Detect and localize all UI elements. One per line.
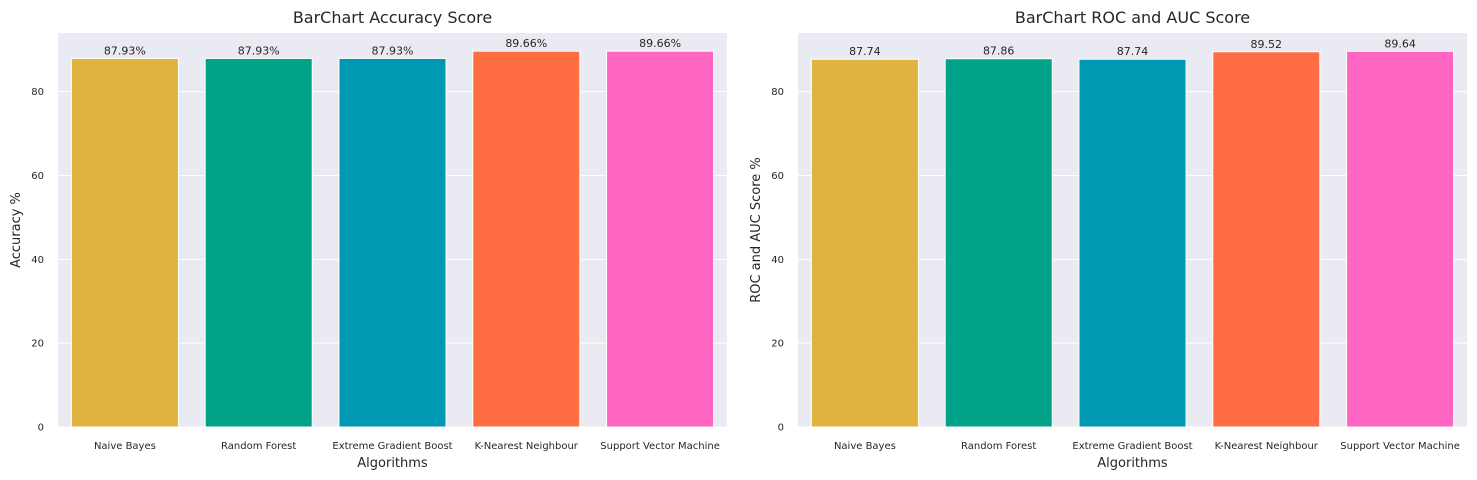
x-tick-label: Extreme Gradient Boost bbox=[1072, 441, 1192, 452]
y-axis-label: Accuracy % bbox=[9, 192, 24, 268]
y-tick-label: 40 bbox=[31, 255, 44, 266]
data-label: 89.66% bbox=[639, 37, 681, 50]
y-tick-label: 80 bbox=[771, 87, 784, 98]
bar-random-forest bbox=[204, 57, 313, 428]
y-tick-label: 40 bbox=[771, 255, 784, 266]
bar-naive-bayes bbox=[70, 57, 179, 428]
x-tick-label: K-Nearest Neighbour bbox=[1215, 441, 1319, 452]
y-tick-label: 60 bbox=[771, 171, 784, 182]
x-tick-label: Random Forest bbox=[221, 441, 296, 452]
x-tick-label: Support Vector Machine bbox=[600, 441, 720, 452]
data-label: 87.93% bbox=[238, 44, 280, 57]
data-label: 89.64 bbox=[1384, 37, 1416, 50]
data-label: 87.74 bbox=[1117, 45, 1149, 58]
data-label: 87.74 bbox=[849, 45, 881, 58]
bar-random-forest bbox=[944, 58, 1053, 428]
roc-auc-chart: 0 20 40 60 80 87.74 Naive Bayes 87.86 Random For… bbox=[749, 8, 1467, 471]
data-label: 89.66% bbox=[505, 37, 547, 50]
y-axis-label: ROC and AUC Score % bbox=[749, 157, 764, 303]
x-axis-label: Algorithms bbox=[357, 456, 428, 471]
y-tick-label: 0 bbox=[778, 423, 784, 434]
x-tick-label: Naive Bayes bbox=[94, 441, 156, 452]
x-tick-label: Extreme Gradient Boost bbox=[332, 441, 452, 452]
chart-title: BarChart Accuracy Score bbox=[293, 8, 492, 27]
y-tick-label: 20 bbox=[771, 339, 784, 350]
data-label: 87.86 bbox=[983, 45, 1015, 58]
bar-extreme-gradient-boost bbox=[1078, 58, 1187, 428]
x-tick-label: Naive Bayes bbox=[834, 441, 896, 452]
bar-k-nearest-neighbour bbox=[1212, 51, 1321, 428]
bar-support-vector-machine bbox=[1346, 50, 1455, 428]
y-tick-label: 20 bbox=[31, 339, 44, 350]
x-tick-label: K-Nearest Neighbour bbox=[475, 441, 579, 452]
data-label: 87.93% bbox=[372, 44, 414, 57]
y-tick-label: 60 bbox=[31, 171, 44, 182]
x-tick-label: Random Forest bbox=[961, 441, 1036, 452]
chart-title: BarChart ROC and AUC Score bbox=[1015, 8, 1250, 27]
bar-support-vector-machine bbox=[606, 50, 715, 428]
bar-naive-bayes bbox=[810, 58, 919, 428]
data-label: 87.93% bbox=[104, 44, 146, 57]
bar-extreme-gradient-boost bbox=[338, 57, 447, 428]
x-tick-label: Support Vector Machine bbox=[1340, 441, 1460, 452]
y-tick-label: 80 bbox=[31, 87, 44, 98]
data-label: 89.52 bbox=[1251, 38, 1283, 51]
x-axis-label: Algorithms bbox=[1097, 456, 1168, 471]
accuracy-chart: 0 20 40 60 80 87.93% Naive Bayes 87.93% Random F… bbox=[9, 8, 727, 471]
bar-k-nearest-neighbour bbox=[472, 50, 581, 428]
y-tick-label: 0 bbox=[38, 423, 44, 434]
